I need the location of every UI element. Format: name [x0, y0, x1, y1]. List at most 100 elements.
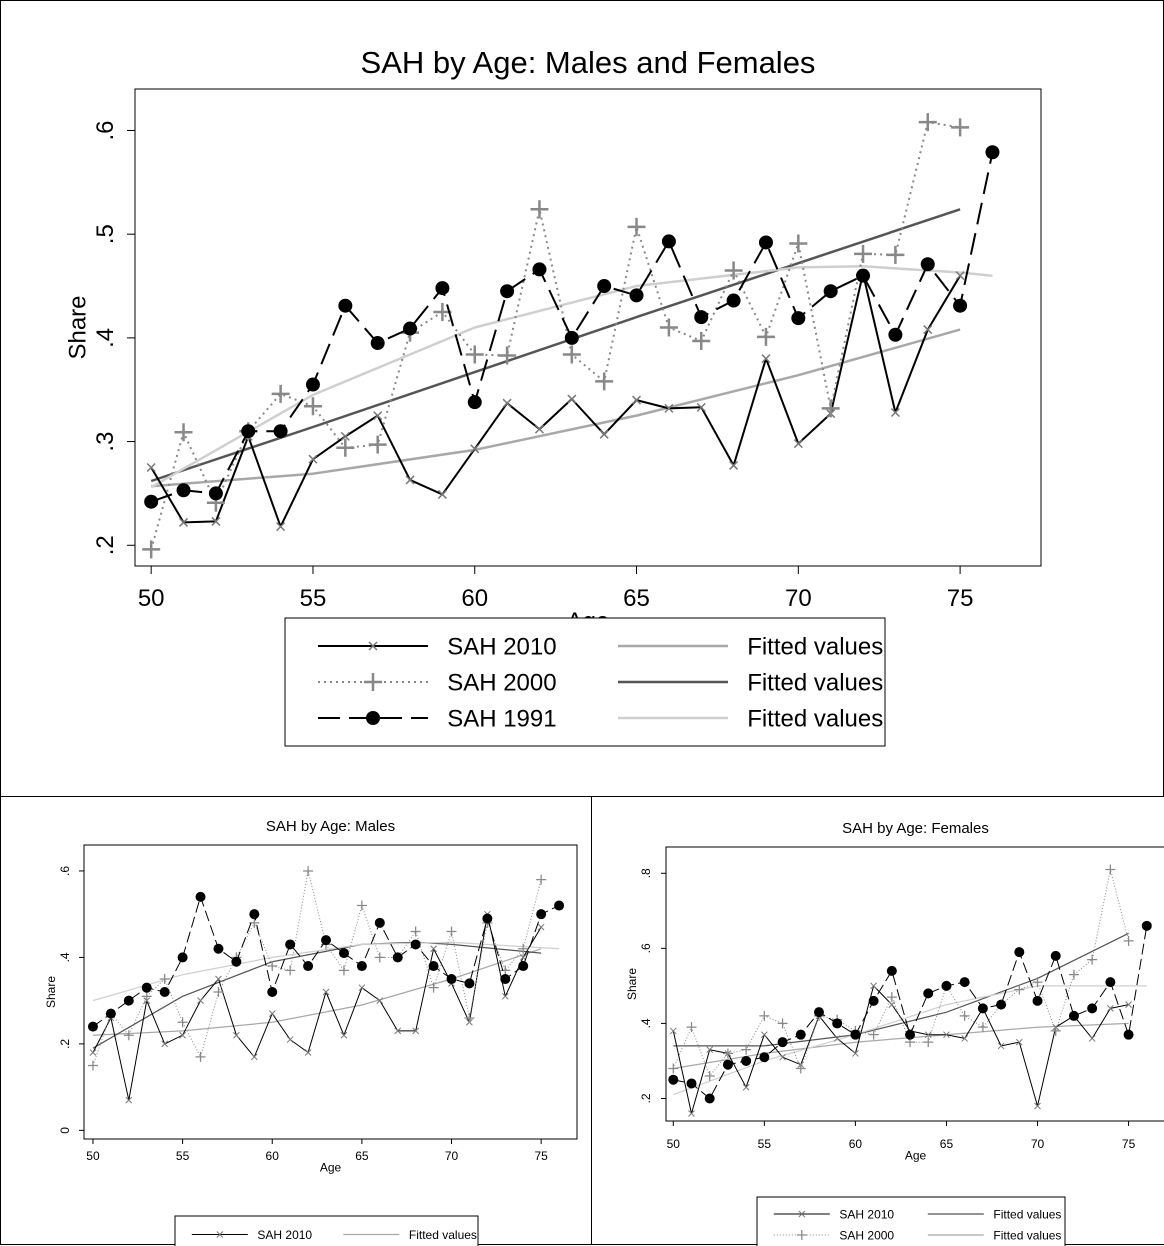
series-5: [150, 265, 993, 489]
data-point: [761, 354, 771, 364]
data-point: [141, 991, 152, 1002]
data-point: [997, 1042, 1005, 1050]
data-point: [985, 145, 1000, 160]
data-point: [951, 118, 970, 137]
data-point: [1032, 977, 1043, 988]
fitted-line: [673, 1022, 1129, 1070]
data-point: [920, 257, 935, 272]
fitted-line: [151, 328, 961, 488]
data-point: [955, 271, 965, 281]
series-3: [92, 948, 542, 1036]
data-point: [501, 992, 509, 1000]
data-point: [536, 874, 547, 885]
data-point: [89, 1049, 97, 1056]
data-point: [779, 1053, 786, 1061]
data-point: [123, 1030, 134, 1041]
chart-combined-svg: SAH by Age: Males and Females 50 55 60 65 70 7…: [64, 45, 1042, 747]
legend-label: Fitted values: [409, 1228, 477, 1242]
data-point: [627, 217, 646, 236]
x-tick-label: 65: [940, 1137, 954, 1151]
data-point: [759, 1052, 770, 1063]
data-point: [303, 961, 314, 972]
x-tick-label: 75: [947, 585, 974, 612]
series-3: [151, 328, 961, 488]
data-point: [789, 234, 808, 253]
data-point: [923, 325, 933, 335]
data-point: [368, 435, 387, 454]
data-point: [435, 281, 450, 296]
data-point: [285, 939, 296, 950]
data-point: [977, 1022, 988, 1033]
data-point: [373, 411, 383, 421]
data-point: [977, 1003, 988, 1014]
data-point: [536, 909, 547, 920]
data-point: [211, 516, 221, 526]
data-point: [179, 1031, 186, 1039]
data-point: [392, 952, 403, 963]
data-point: [537, 923, 545, 931]
data-point: [1123, 1029, 1134, 1040]
plot-area: [83, 844, 578, 1140]
y-tick-label: .2: [58, 1039, 72, 1049]
x-axis-label: Age: [905, 1148, 927, 1162]
data-point: [1088, 1035, 1096, 1042]
series-4: [673, 1022, 1129, 1070]
data-point: [87, 1021, 98, 1032]
data-point: [482, 913, 493, 924]
data-point: [562, 345, 581, 364]
data-point: [1032, 995, 1043, 1006]
series-2: [144, 145, 1000, 509]
data-point: [530, 200, 549, 219]
data-point: [923, 1037, 934, 1048]
data-point: [410, 926, 421, 937]
data-point: [322, 988, 330, 996]
data-point: [661, 234, 676, 249]
y-tick-label: .2: [639, 1093, 653, 1103]
data-point: [1068, 969, 1079, 980]
data-point: [726, 293, 741, 308]
data-point: [852, 1050, 859, 1057]
data-point: [394, 1027, 402, 1035]
data-point: [1107, 1005, 1114, 1012]
data-point: [959, 977, 970, 988]
data-point: [791, 311, 806, 326]
legend-label: SAH 1991: [447, 706, 556, 733]
data-point: [1014, 984, 1025, 995]
y-tick-label: 0: [58, 1127, 72, 1134]
data-point: [1050, 1025, 1061, 1036]
data-point: [437, 489, 447, 499]
x-tick-label: 50: [86, 1149, 100, 1163]
data-point: [428, 982, 439, 993]
data-point: [87, 1060, 98, 1071]
data-point: [338, 298, 353, 313]
chart-panel-combined: SAH by Age: Males and Females 50 55 60 65 70 7…: [0, 0, 1164, 797]
legend-label: SAH 2000: [839, 1228, 894, 1242]
data-point: [1105, 977, 1116, 988]
legend-label: SAH 2000: [447, 670, 556, 697]
data-point: [659, 318, 678, 337]
legend-marker: [366, 711, 380, 725]
data-point: [286, 1036, 294, 1043]
data-point: [446, 926, 457, 937]
data-point: [886, 245, 905, 264]
data-point: [741, 1044, 752, 1055]
data-point: [777, 1037, 788, 1048]
data-point: [1068, 1010, 1079, 1021]
y-tick-label: .6: [58, 866, 72, 876]
data-point: [777, 1018, 788, 1029]
chart-panel-females: SAH by Age: Females 50 55 60 65 70 75 .2 .4 .6 .8 A…: [591, 796, 1164, 1246]
data-point: [597, 279, 612, 294]
data-point: [554, 900, 565, 911]
legend-label: Fitted values: [747, 634, 883, 661]
data-point: [177, 952, 188, 963]
data-point: [105, 1008, 116, 1019]
data-point: [250, 1053, 258, 1061]
series-4: [150, 208, 961, 483]
data-point: [813, 1007, 824, 1018]
data-point: [959, 1010, 970, 1021]
fitted-line: [150, 265, 993, 489]
x-tick-label: 70: [785, 585, 812, 612]
x-tick-label: 65: [355, 1149, 369, 1163]
